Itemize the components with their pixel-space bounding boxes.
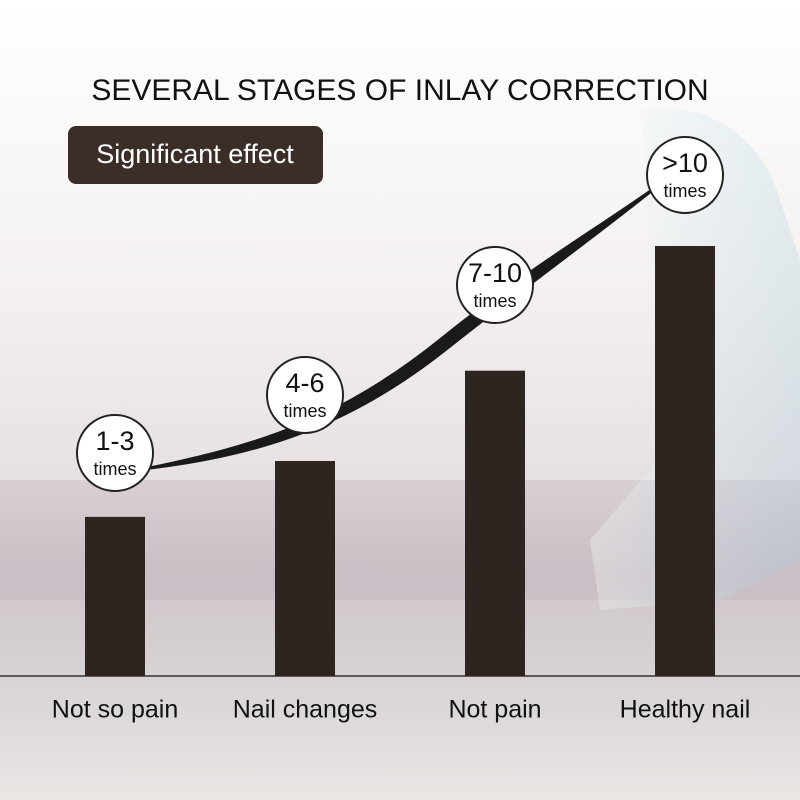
- bubble-range: 7-10: [468, 258, 522, 288]
- bar: [85, 516, 145, 676]
- badge-text: Significant effect: [96, 139, 294, 169]
- x-tick-label: Nail changes: [233, 696, 378, 724]
- badge: [68, 126, 323, 184]
- x-tick-label: Not pain: [448, 696, 541, 724]
- bubble-range: >10: [662, 148, 708, 178]
- bubble-unit: times: [93, 459, 136, 479]
- bubble-unit: times: [473, 291, 516, 311]
- bubble-range: 1-3: [95, 426, 134, 456]
- bubble-range: 4-6: [285, 368, 324, 398]
- bar: [655, 246, 715, 676]
- chart-title: SEVERAL STAGES OF INLAY CORRECTION: [91, 74, 708, 107]
- x-tick-label: Healthy nail: [620, 696, 751, 724]
- bubble: [266, 356, 344, 434]
- bubble-unit: times: [663, 181, 706, 201]
- bubble: [646, 136, 724, 214]
- bar: [465, 370, 525, 676]
- bubble-unit: times: [283, 401, 326, 421]
- x-tick-label: Not so pain: [52, 696, 178, 724]
- bubble: [456, 246, 534, 324]
- bar: [275, 461, 335, 676]
- bubble: [76, 414, 154, 492]
